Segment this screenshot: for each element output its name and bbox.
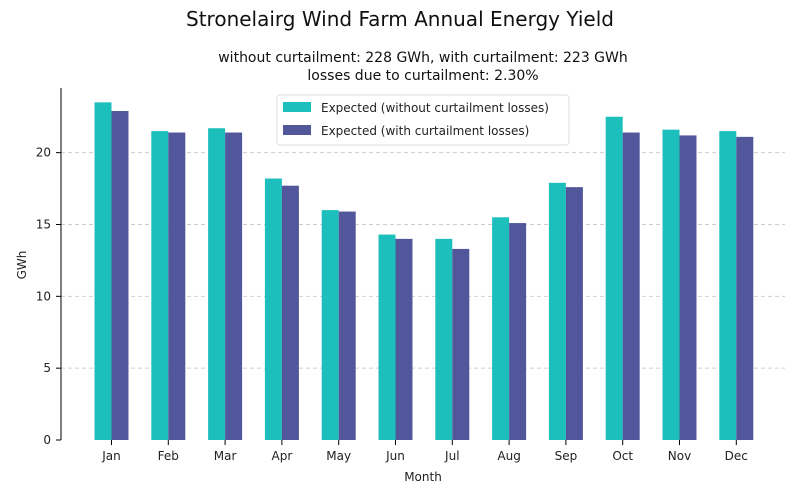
x-axis-label: Month (404, 470, 442, 484)
bar-dec-with-curtailment (736, 136, 754, 440)
bar-dec-without-curtailment (719, 131, 737, 440)
bar-jan-with-curtailment (111, 110, 129, 440)
bar-may-without-curtailment (321, 210, 339, 440)
x-tick-label-may: May (326, 449, 351, 463)
bar-jan-without-curtailment (94, 102, 112, 441)
x-ticks: Jan Feb Mar Apr May Jun Jul Aug Sep Oct Nov Dec (101, 440, 748, 463)
bar-apr-without-curtailment (264, 178, 282, 440)
y-axis-label: GWh (15, 251, 29, 280)
chart-subtitle-line-1: without curtailment: 228 GWh, with curta… (218, 50, 628, 66)
bar-feb-without-curtailment (151, 131, 169, 440)
x-tick-label-aug: Aug (497, 449, 520, 463)
bar-jul-with-curtailment (452, 248, 470, 440)
bar-apr-with-curtailment (281, 185, 299, 440)
x-tick-label-jan: Jan (101, 449, 121, 463)
bar-jul-without-curtailment (435, 238, 453, 440)
bar-oct-with-curtailment (622, 132, 640, 441)
x-tick-label-feb: Feb (158, 449, 179, 463)
y-tick-label: 15 (36, 217, 51, 231)
bar-mar-without-curtailment (208, 128, 226, 440)
x-tick-label-oct: Oct (612, 449, 633, 463)
x-tick-label-sep: Sep (555, 449, 578, 463)
x-tick-label-nov: Nov (668, 449, 691, 463)
y-tick-label: 10 (36, 289, 51, 303)
y-tick-label: 5 (43, 361, 51, 375)
bars (94, 102, 754, 441)
x-tick-label-apr: Apr (272, 449, 293, 463)
x-tick-label-mar: Mar (214, 449, 237, 463)
legend: Expected (without curtailment losses) Ex… (276, 94, 570, 146)
bar-may-with-curtailment (338, 211, 356, 440)
chart-subtitle-line-2: losses due to curtailment: 2.30% (307, 68, 538, 84)
x-tick-label-jul: Jul (444, 449, 459, 463)
legend-swatch-with-curtailment (283, 125, 311, 135)
bar-nov-without-curtailment (662, 129, 680, 440)
x-tick-label-dec: Dec (725, 449, 748, 463)
bar-sep-with-curtailment (565, 187, 583, 440)
legend-box (276, 94, 570, 146)
bar-oct-without-curtailment (605, 116, 623, 441)
legend-swatch-without-curtailment (283, 102, 311, 112)
bar-nov-with-curtailment (679, 135, 697, 441)
bar-aug-without-curtailment (492, 217, 510, 440)
chart-title: Stronelairg Wind Farm Annual Energy Yiel… (186, 7, 614, 31)
legend-label-without-curtailment: Expected (without curtailment losses) (321, 101, 549, 115)
bar-sep-without-curtailment (548, 182, 566, 440)
bar-jun-with-curtailment (395, 238, 413, 440)
y-tick-label: 20 (36, 146, 51, 160)
legend-label-with-curtailment: Expected (with curtailment losses) (321, 124, 529, 138)
bar-aug-with-curtailment (509, 223, 527, 440)
bar-feb-with-curtailment (168, 132, 186, 441)
y-ticks: 0 5 10 15 20 (36, 146, 61, 447)
y-tick-label: 0 (43, 433, 51, 447)
bar-mar-with-curtailment (225, 132, 243, 441)
x-tick-label-jun: Jun (385, 449, 405, 463)
bar-jun-without-curtailment (378, 234, 396, 440)
